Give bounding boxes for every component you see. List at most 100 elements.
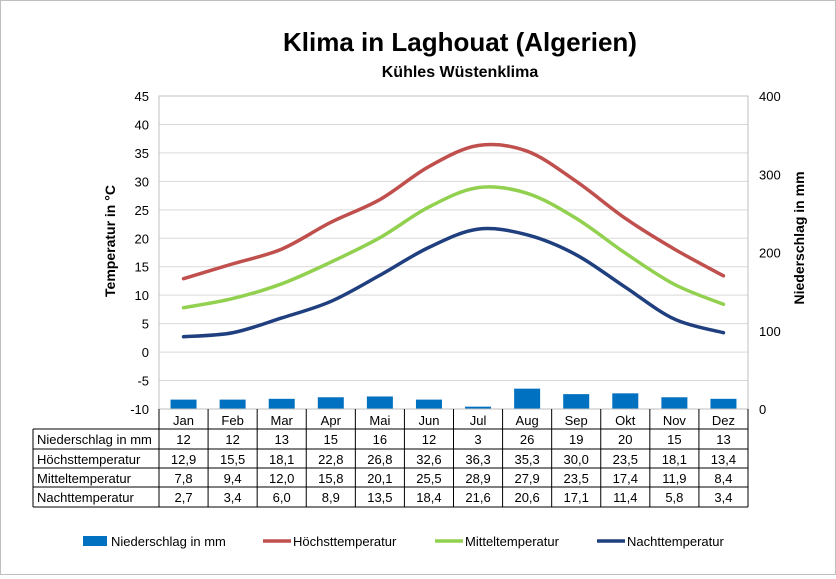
precipitation-bar: [563, 394, 590, 409]
precipitation-bar: [465, 406, 492, 409]
table-cell: 30,0: [564, 452, 589, 467]
table-cell: 17,1: [564, 490, 589, 505]
table-cell: 17,4: [613, 471, 638, 486]
precipitation-bar: [514, 388, 541, 409]
table-cell: 12,0: [269, 471, 294, 486]
series-line: [181, 226, 726, 339]
precipitation-bar: [366, 396, 393, 409]
x-category-label: Aug: [516, 413, 539, 428]
y-right-tick-label: 400: [759, 89, 781, 104]
table-cell: 3: [474, 432, 481, 447]
table-cell: 15: [324, 432, 338, 447]
table-cell: 23,5: [564, 471, 589, 486]
precipitation-bar: [219, 399, 246, 409]
x-category-label: Jan: [173, 413, 194, 428]
table-cell: 18,1: [269, 452, 294, 467]
y-right-tick-label: 100: [759, 324, 781, 339]
y-left-tick-label: 35: [135, 146, 149, 161]
x-category-label: Mar: [271, 413, 294, 428]
y-right-tick-label: 300: [759, 167, 781, 182]
legend-label: Nachttemperatur: [627, 534, 724, 549]
table-cell: 21,6: [465, 490, 490, 505]
table-row-label: Niederschlag in mm: [37, 432, 152, 447]
x-category-label: Apr: [321, 413, 342, 428]
y-left-axis-label: Temperatur in °C: [102, 185, 118, 297]
legend-label: Höchsttemperatur: [293, 534, 397, 549]
legend-label: Niederschlag in mm: [111, 534, 226, 549]
x-category-label: Okt: [615, 413, 636, 428]
plot-area-border: [158, 95, 749, 410]
precipitation-bar: [268, 398, 295, 409]
y-left-tick-label: 45: [135, 89, 149, 104]
table-cell: 13,5: [367, 490, 392, 505]
x-category-label: Nov: [663, 413, 687, 428]
table-cell: 19: [569, 432, 583, 447]
table-cell: 23,5: [613, 452, 638, 467]
chart-subtitle: Kühles Wüstenklima: [382, 64, 539, 81]
table-cell: 11,4: [613, 490, 637, 505]
y-left-tick-label: 0: [142, 345, 149, 360]
table-cell: 13,4: [711, 452, 736, 467]
table-cell: 15,5: [220, 452, 245, 467]
precipitation-bar: [661, 397, 688, 409]
y-left-tick-label: 30: [135, 174, 149, 189]
table-cell: 18,4: [416, 490, 441, 505]
precipitation-bar: [170, 399, 197, 409]
table-cell: 32,6: [416, 452, 441, 467]
x-category-label: Jul: [470, 413, 487, 428]
table-cell: 18,1: [662, 452, 687, 467]
y-left-tick-label: -5: [137, 374, 149, 389]
table-cell: 3,4: [224, 490, 242, 505]
precipitation-bar: [710, 398, 737, 409]
table-cell: 15: [667, 432, 681, 447]
table-cell: 22,8: [318, 452, 343, 467]
table-cell: 8,9: [322, 490, 340, 505]
table-row-label: Nachttemperatur: [37, 490, 134, 505]
chart-title: Klima in Laghouat (Algerien): [283, 27, 637, 57]
y-right-axis-label: Niederschlag in mm: [791, 171, 807, 304]
y-left-tick-label: 20: [135, 231, 149, 246]
table-cell: 20: [618, 432, 632, 447]
y-left-tick-label: 25: [135, 203, 149, 218]
table-row-label: Mitteltemperatur: [37, 471, 132, 486]
table-cell: 26: [520, 432, 534, 447]
table-cell: 13: [716, 432, 730, 447]
series-line: [181, 142, 726, 281]
table-cell: 16: [373, 432, 387, 447]
table-cell: 11,9: [662, 471, 686, 486]
x-category-label: Dez: [712, 413, 735, 428]
table-cell: 12: [225, 432, 239, 447]
series-line: [181, 185, 726, 310]
x-category-label: Jun: [418, 413, 439, 428]
table-cell: 20,1: [367, 471, 392, 486]
table-cell: 8,4: [714, 471, 732, 486]
table-cell: 20,6: [514, 490, 539, 505]
table-cell: 28,9: [465, 471, 490, 486]
y-left-tick-label: 15: [135, 260, 149, 275]
table-row-label: Höchsttemperatur: [37, 452, 141, 467]
table-cell: 12,9: [171, 452, 196, 467]
y-left-tick-label: 40: [135, 117, 149, 132]
table-cell: 9,4: [224, 471, 242, 486]
legend-bar-swatch: [83, 536, 107, 546]
table-cell: 25,5: [416, 471, 441, 486]
table-cell: 13: [274, 432, 288, 447]
x-category-label: Feb: [221, 413, 243, 428]
y-left-tick-label: 10: [135, 288, 149, 303]
table-cell: 27,9: [514, 471, 539, 486]
table-cell: 3,4: [714, 490, 732, 505]
precipitation-bar: [612, 393, 639, 409]
table-cell: 12: [176, 432, 190, 447]
table-cell: 15,8: [318, 471, 343, 486]
table-cell: 26,8: [367, 452, 392, 467]
table-cell: 36,3: [465, 452, 490, 467]
precipitation-bar: [415, 399, 442, 409]
precipitation-bar: [317, 397, 344, 409]
table-cell: 12: [422, 432, 436, 447]
x-category-label: Sep: [565, 413, 588, 428]
table-cell: 5,8: [665, 490, 683, 505]
y-right-tick-label: 0: [759, 402, 766, 417]
table-cell: 6,0: [273, 490, 291, 505]
